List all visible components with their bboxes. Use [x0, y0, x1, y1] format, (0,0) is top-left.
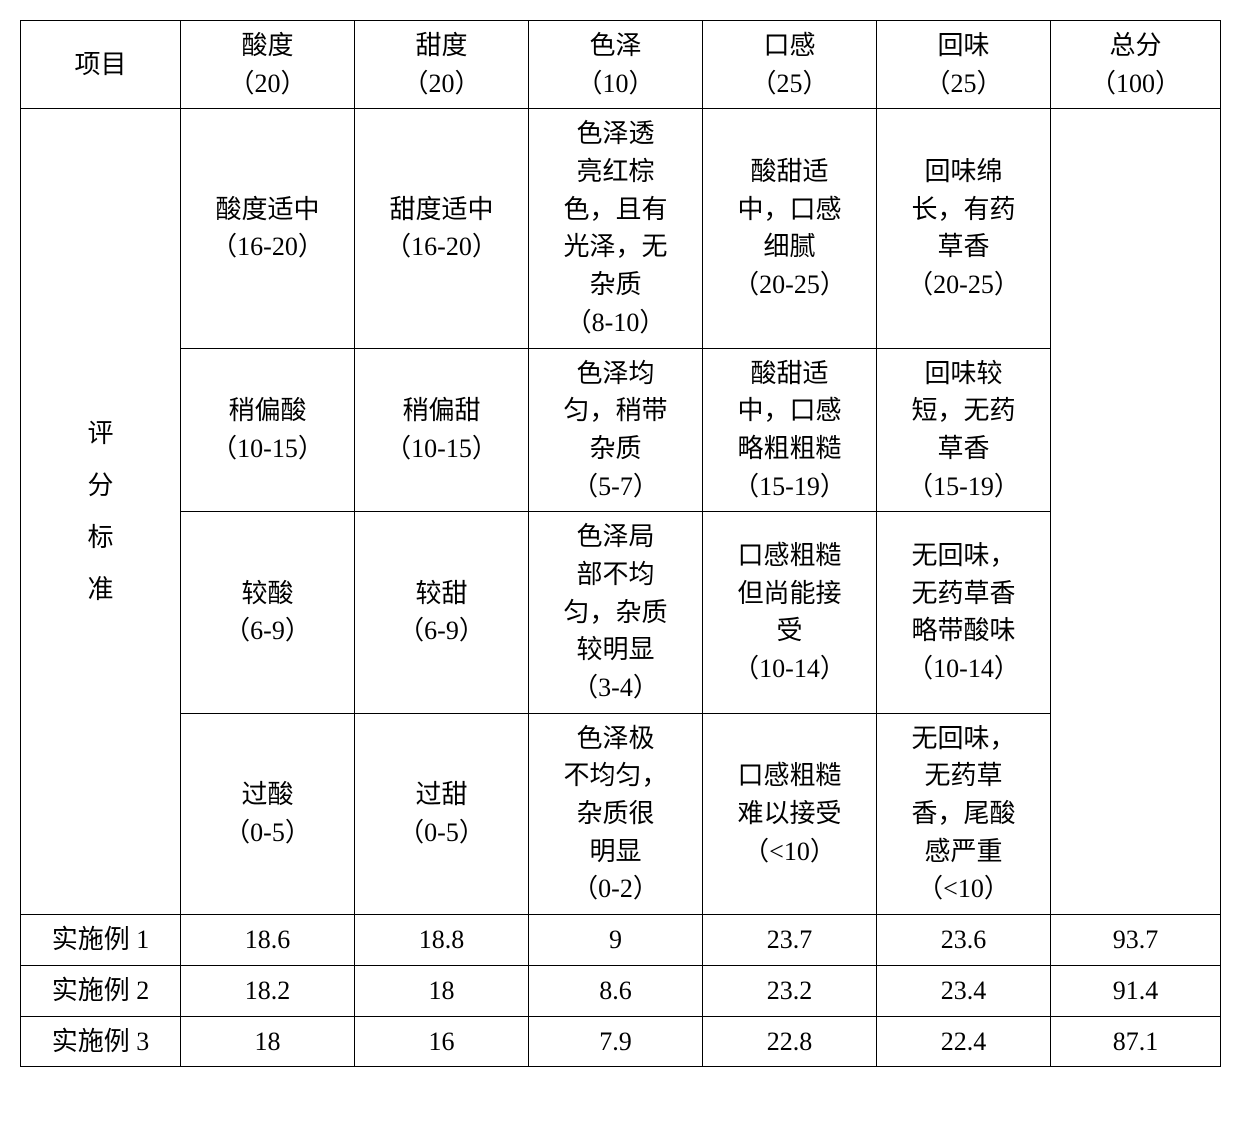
header-acidity: 酸度 （20） [181, 21, 355, 109]
cell-aftertaste: 回味绵长，有药草香（20-25） [877, 109, 1051, 348]
row-mouthfeel: 22.8 [703, 1016, 877, 1067]
cell-sweetness: 较甜（6-9） [355, 512, 529, 713]
header-item: 项目 [21, 21, 181, 109]
cell-sweetness: 甜度适中（16-20） [355, 109, 529, 348]
cell-mouthfeel: 酸甜适中，口感细腻（20-25） [703, 109, 877, 348]
row-aftertaste: 22.4 [877, 1016, 1051, 1067]
header-label: 甜度 [415, 31, 467, 60]
cell-color: 色泽局部不均匀，杂质较明显（3-4） [529, 512, 703, 713]
cell-aftertaste: 回味较短，无药草香（15-19） [877, 348, 1051, 512]
cell-color: 色泽透亮红棕色，且有光泽，无杂质（8-10） [529, 109, 703, 348]
cell-aftertaste: 无回味，无药草香，尾酸感严重（<10） [877, 713, 1051, 914]
header-sub: （100） [1090, 69, 1181, 98]
row-aftertaste: 23.4 [877, 965, 1051, 1016]
row-label: 实施例 3 [21, 1016, 181, 1067]
header-mouthfeel: 口感 （25） [703, 21, 877, 109]
row-label: 实施例 2 [21, 965, 181, 1016]
cell-acidity: 稍偏酸（10-15） [181, 348, 355, 512]
cell-color: 色泽均匀，稍带杂质（5-7） [529, 348, 703, 512]
cell-mouthfeel: 口感粗糙难以接受（<10） [703, 713, 877, 914]
header-label: 酸度 [241, 31, 293, 60]
header-label: 总分 [1109, 31, 1161, 60]
data-row: 实施例 3 18 16 7.9 22.8 22.4 87.1 [21, 1016, 1221, 1067]
header-label: 口感 [763, 31, 815, 60]
row-total: 93.7 [1051, 915, 1221, 966]
row-acidity: 18 [181, 1016, 355, 1067]
header-sub: （10） [576, 69, 654, 98]
cell-mouthfeel: 口感粗糙但尚能接受（10-14） [703, 512, 877, 713]
cell-acidity: 较酸（6-9） [181, 512, 355, 713]
header-label: 项目 [74, 50, 126, 79]
header-sub: （25） [750, 69, 828, 98]
row-label: 实施例 1 [21, 915, 181, 966]
scoring-table: 项目 酸度 （20） 甜度 （20） 色泽 （10） 口感 （25） 回味 （25） 总分… [20, 20, 1221, 1067]
cell-color: 色泽极不均匀，杂质很明显（0-2） [529, 713, 703, 914]
criteria-row: 稍偏酸（10-15） 稍偏甜（10-15） 色泽均匀，稍带杂质（5-7） 酸甜适… [21, 348, 1221, 512]
row-mouthfeel: 23.2 [703, 965, 877, 1016]
header-sub: （25） [924, 69, 1002, 98]
row-mouthfeel: 23.7 [703, 915, 877, 966]
cell-total-blank [1051, 109, 1221, 915]
cell-acidity: 过酸（0-5） [181, 713, 355, 914]
row-sweetness: 18.8 [355, 915, 529, 966]
criteria-row: 评分标准 酸度适中（16-20） 甜度适中（16-20） 色泽透亮红棕色，且有光… [21, 109, 1221, 348]
criteria-label: 评分标准 [25, 408, 176, 616]
criteria-row: 过酸（0-5） 过甜（0-5） 色泽极不均匀，杂质很明显（0-2） 口感粗糙难以… [21, 713, 1221, 914]
row-color: 9 [529, 915, 703, 966]
header-sweetness: 甜度 （20） [355, 21, 529, 109]
row-aftertaste: 23.6 [877, 915, 1051, 966]
row-total: 91.4 [1051, 965, 1221, 1016]
header-label: 回味 [937, 31, 989, 60]
row-total: 87.1 [1051, 1016, 1221, 1067]
cell-aftertaste: 无回味，无药草香略带酸味（10-14） [877, 512, 1051, 713]
criteria-label-cell: 评分标准 [21, 109, 181, 915]
header-aftertaste: 回味 （25） [877, 21, 1051, 109]
cell-sweetness: 过甜（0-5） [355, 713, 529, 914]
row-color: 7.9 [529, 1016, 703, 1067]
table-header-row: 项目 酸度 （20） 甜度 （20） 色泽 （10） 口感 （25） 回味 （25） 总分… [21, 21, 1221, 109]
header-label: 色泽 [589, 31, 641, 60]
header-sub: （20） [402, 69, 480, 98]
header-sub: （20） [228, 69, 306, 98]
cell-sweetness: 稍偏甜（10-15） [355, 348, 529, 512]
row-acidity: 18.6 [181, 915, 355, 966]
row-color: 8.6 [529, 965, 703, 1016]
cell-mouthfeel: 酸甜适中，口感略粗粗糙（15-19） [703, 348, 877, 512]
data-row: 实施例 1 18.6 18.8 9 23.7 23.6 93.7 [21, 915, 1221, 966]
row-sweetness: 18 [355, 965, 529, 1016]
data-row: 实施例 2 18.2 18 8.6 23.2 23.4 91.4 [21, 965, 1221, 1016]
cell-acidity: 酸度适中（16-20） [181, 109, 355, 348]
criteria-row: 较酸（6-9） 较甜（6-9） 色泽局部不均匀，杂质较明显（3-4） 口感粗糙但… [21, 512, 1221, 713]
header-total: 总分 （100） [1051, 21, 1221, 109]
row-sweetness: 16 [355, 1016, 529, 1067]
row-acidity: 18.2 [181, 965, 355, 1016]
header-color: 色泽 （10） [529, 21, 703, 109]
